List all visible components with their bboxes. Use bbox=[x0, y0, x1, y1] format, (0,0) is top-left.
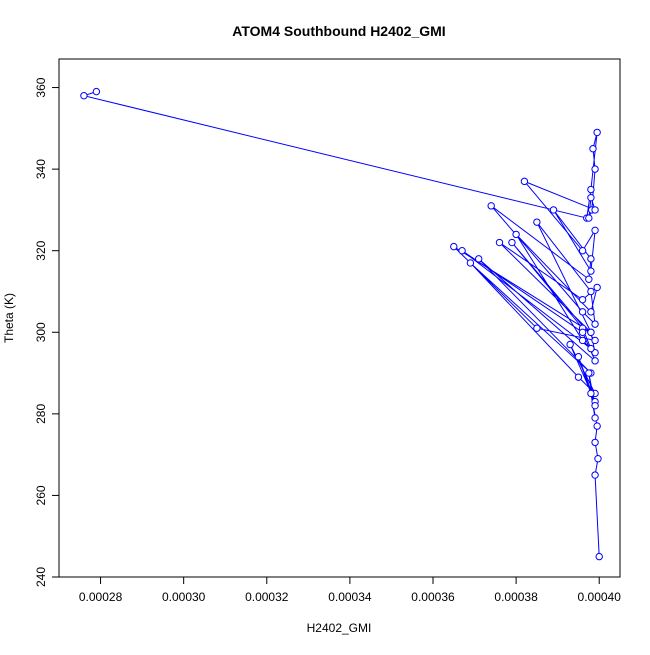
data-point bbox=[578, 295, 587, 304]
data-point bbox=[508, 238, 516, 247]
data-point bbox=[591, 320, 599, 328]
data-point bbox=[593, 128, 601, 137]
data-point bbox=[587, 193, 595, 202]
series-layer bbox=[80, 87, 603, 561]
data-point bbox=[585, 214, 593, 222]
data-point bbox=[512, 230, 520, 239]
data-point bbox=[587, 267, 595, 275]
data-point bbox=[520, 177, 529, 186]
y-tick-label: 240 bbox=[34, 567, 48, 587]
y-tick-label: 260 bbox=[34, 485, 48, 505]
y-tick-label: 280 bbox=[34, 404, 48, 424]
x-tick-label: 0.00038 bbox=[494, 590, 538, 604]
data-point bbox=[593, 283, 601, 292]
data-point bbox=[591, 336, 599, 345]
data-point bbox=[578, 328, 587, 336]
data-point bbox=[549, 206, 558, 214]
x-tick-label: 0.00032 bbox=[245, 590, 289, 604]
data-point bbox=[533, 324, 541, 332]
data-point bbox=[585, 275, 593, 283]
data-point bbox=[578, 247, 587, 255]
data-point bbox=[591, 357, 599, 365]
data-point bbox=[475, 255, 483, 263]
data-point bbox=[587, 287, 595, 296]
data-point bbox=[595, 552, 603, 561]
data-point bbox=[587, 344, 595, 353]
data-point bbox=[591, 438, 599, 447]
x-tick-label: 0.00036 bbox=[411, 590, 455, 604]
data-point bbox=[591, 471, 599, 479]
data-point bbox=[589, 145, 597, 153]
data-point bbox=[591, 401, 599, 410]
data-point bbox=[578, 336, 587, 345]
data-point bbox=[92, 87, 101, 96]
data-point bbox=[533, 218, 541, 226]
data-point bbox=[566, 340, 574, 349]
data-point bbox=[574, 353, 583, 361]
series-line bbox=[82, 91, 600, 557]
y-tick-label: 360 bbox=[34, 77, 48, 97]
data-point bbox=[487, 202, 495, 210]
data-point bbox=[80, 92, 88, 100]
x-tick-label: 0.00028 bbox=[79, 590, 123, 604]
data-point bbox=[591, 414, 599, 422]
data-point bbox=[591, 165, 599, 173]
data-point bbox=[594, 455, 602, 463]
data-point bbox=[587, 255, 595, 263]
x-axis-label: H2402_GMI bbox=[307, 621, 372, 635]
data-point bbox=[593, 422, 601, 430]
data-point bbox=[587, 185, 595, 194]
data-point bbox=[578, 308, 587, 316]
x-tick-label: 0.00040 bbox=[578, 590, 622, 604]
data-point bbox=[585, 369, 593, 377]
chart-title: ATOM4 Southbound H2402_GMI bbox=[232, 23, 445, 39]
data-point bbox=[591, 226, 599, 235]
axis-layer: 0.00028 0.00030 0.00032 0.00034 0.00036 0.000… bbox=[34, 77, 621, 604]
data-point bbox=[450, 242, 458, 251]
y-tick-label: 340 bbox=[34, 159, 48, 179]
x-tick-label: 0.00034 bbox=[328, 590, 372, 604]
data-point bbox=[587, 308, 595, 316]
y-tick-label: 300 bbox=[34, 322, 48, 342]
data-point bbox=[587, 328, 595, 336]
data-point bbox=[466, 259, 475, 267]
x-tick-label: 0.00030 bbox=[162, 590, 206, 604]
data-point bbox=[458, 247, 466, 255]
data-point bbox=[587, 389, 595, 398]
y-tick-label: 320 bbox=[34, 240, 48, 260]
data-point bbox=[591, 206, 599, 214]
y-axis-label: Theta (K) bbox=[2, 293, 16, 343]
data-point bbox=[495, 238, 504, 247]
data-point bbox=[574, 373, 583, 381]
